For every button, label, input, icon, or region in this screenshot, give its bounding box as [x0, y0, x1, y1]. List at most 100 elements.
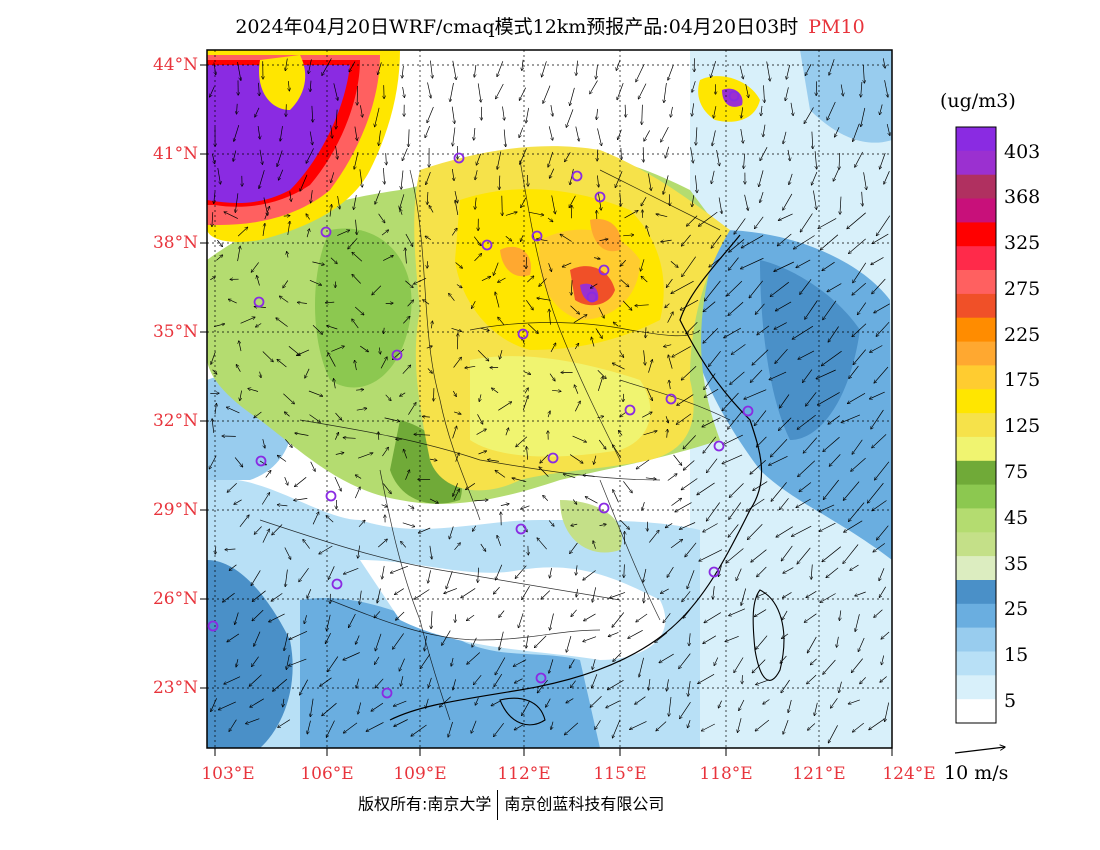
wind-arrow — [224, 212, 238, 219]
wind-arrow — [675, 502, 692, 512]
station-marker — [531, 230, 543, 242]
wind-arrow — [638, 83, 647, 99]
colorbar-frame — [955, 126, 997, 724]
wind-arrow — [296, 349, 310, 356]
wind-arrow — [534, 635, 547, 648]
wind-arrow — [841, 414, 861, 423]
wind-arrow — [524, 388, 528, 394]
wind-arrow — [671, 280, 694, 293]
wind-arrow — [803, 369, 813, 383]
wind-arrow — [540, 454, 549, 463]
wind-arrow — [396, 611, 405, 620]
wind-arrow — [259, 170, 265, 188]
wind-arrow — [661, 240, 672, 242]
wind-arrow — [239, 515, 249, 528]
wind-arrow — [843, 481, 860, 501]
wind-arrow — [597, 175, 598, 187]
wind-arrow — [260, 371, 262, 378]
wind-arrow — [698, 673, 715, 683]
wind-arrow — [348, 238, 358, 249]
wind-arrow — [378, 62, 382, 74]
wind-arrow — [852, 282, 867, 295]
wind-arrow — [823, 436, 840, 451]
wind-arrow — [683, 435, 696, 449]
wind-arrow — [782, 592, 792, 598]
wind-arrow — [788, 699, 792, 713]
wind-arrow — [310, 698, 314, 717]
wind-arrow — [277, 359, 287, 368]
copyright-separator — [497, 790, 499, 820]
wind-arrow — [607, 679, 624, 690]
wind-arrow — [570, 305, 580, 314]
wind-arrow — [704, 612, 721, 623]
wind-arrow — [331, 346, 344, 352]
wind-arrow — [497, 535, 502, 547]
wind-arrow — [751, 549, 767, 563]
wind-arrow — [269, 613, 285, 622]
wind-arrow — [312, 512, 319, 525]
wind-arrow — [855, 614, 860, 631]
wind-arrow — [847, 212, 866, 229]
wind-arrow — [254, 411, 262, 418]
wind-arrow — [279, 296, 289, 303]
wind-arrow — [872, 278, 886, 294]
colorbar-label-25: 25 — [1004, 598, 1029, 620]
wind-arrow — [729, 239, 745, 252]
colorbar-label-275: 275 — [1004, 278, 1041, 300]
wind-arrow — [729, 608, 746, 616]
lon-label-103e: 103°E — [201, 764, 255, 784]
wind-arrow — [685, 542, 697, 557]
wind-arrow — [500, 350, 503, 359]
wind-arrow — [475, 197, 476, 210]
wind-arrow — [519, 87, 527, 101]
wind-arrow — [491, 700, 501, 706]
wind-arrow — [405, 280, 413, 288]
wind-arrow — [543, 85, 551, 104]
wind-arrow — [876, 215, 891, 236]
wind-arrow — [780, 394, 790, 409]
wind-arrow — [348, 613, 356, 628]
wind-arrow — [570, 542, 578, 554]
station-marker — [713, 440, 725, 452]
wind-arrow — [237, 227, 248, 237]
wind-arrow — [322, 702, 337, 716]
wind-arrow — [583, 475, 595, 476]
wind-arrow — [359, 590, 362, 605]
wind-arrow — [262, 351, 274, 362]
wind-arrow — [666, 416, 668, 423]
colorbar-label-35: 35 — [1004, 553, 1029, 575]
wind-arrow — [474, 254, 482, 262]
wind-arrow — [884, 80, 888, 97]
wind-arrow — [446, 571, 453, 589]
wind-arrow — [357, 85, 358, 105]
wind-arrow — [852, 323, 867, 337]
wind-arrow — [355, 635, 360, 645]
wind-arrow — [283, 216, 290, 217]
wind-arrow — [869, 391, 885, 399]
wind-arrow — [393, 700, 407, 706]
wind-arrow — [408, 504, 414, 508]
wind-arrow — [212, 369, 217, 374]
wind-arrow — [849, 238, 866, 254]
wind-arrow — [497, 61, 504, 76]
wind-arrow — [571, 524, 578, 526]
wind-arrow — [745, 84, 749, 98]
wind-arrow — [714, 657, 719, 666]
wind-arrow — [312, 325, 323, 334]
wind-arrow — [234, 499, 242, 505]
wind-arrow — [473, 236, 481, 246]
wind-arrow — [807, 636, 817, 653]
wind-arrow — [590, 80, 598, 94]
wind-arrow — [827, 283, 842, 292]
wind-arrow — [328, 566, 335, 579]
wind-arrow — [385, 303, 394, 304]
wind-arrow — [549, 309, 551, 325]
wind-arrow — [807, 674, 817, 684]
wind-arrow — [619, 351, 624, 358]
wind-arrow — [502, 195, 503, 216]
wind-arrow — [642, 104, 643, 125]
wind-arrow — [690, 147, 694, 163]
wind-arrow — [327, 614, 331, 631]
wind-arrow — [429, 205, 434, 213]
wind-arrow — [827, 101, 836, 120]
